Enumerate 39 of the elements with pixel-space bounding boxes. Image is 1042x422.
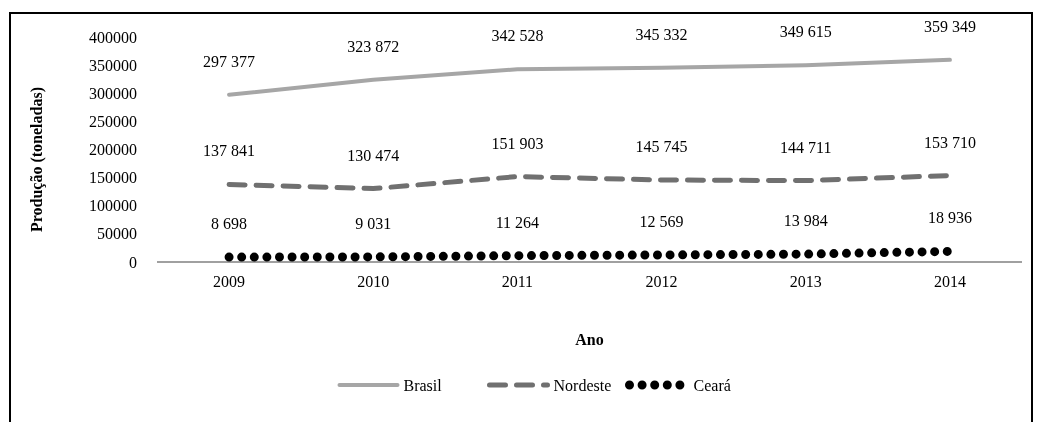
data-label: 13 984 [783, 212, 828, 230]
data-label: 130 474 [347, 146, 400, 164]
data-label: 11 264 [495, 213, 540, 231]
y-tick-label: 250000 [89, 112, 137, 130]
y-tick-label: 150000 [89, 169, 137, 187]
y-tick-label: 400000 [89, 28, 137, 46]
data-label: 342 528 [491, 27, 544, 45]
legend-label: Brasil [403, 376, 443, 394]
y-tick-label: 200000 [89, 141, 137, 159]
x-tick-label: 2013 [789, 273, 822, 290]
y-tick-label: 100000 [89, 197, 137, 215]
y-axis-title: Produção (toneladas) [28, 86, 46, 233]
y-tick-label: 50000 [97, 225, 137, 243]
x-tick-label: 2011 [501, 273, 534, 290]
legend-label: Nordeste [553, 376, 612, 394]
line-series [227, 57, 952, 97]
data-label: 345 332 [635, 25, 688, 43]
data-label: 18 936 [927, 209, 972, 227]
data-label: 297 377 [203, 52, 256, 70]
x-axis-title: Ano [575, 331, 604, 348]
data-label: 153 710 [923, 133, 976, 151]
data-label: 359 349 [923, 17, 976, 35]
y-tick-label: 0 [129, 253, 137, 271]
legend-label: Ceará [693, 376, 731, 394]
data-label: 144 711 [780, 138, 832, 156]
x-tick-label: 2009 [213, 273, 246, 290]
data-label: 151 903 [491, 134, 544, 152]
x-tick-label: 2012 [645, 273, 678, 290]
data-label: 9 031 [355, 214, 392, 232]
data-label: 323 872 [347, 37, 400, 55]
data-label: 137 841 [203, 142, 256, 160]
data-label: 145 745 [635, 138, 688, 156]
y-tick-label: 300000 [89, 84, 137, 102]
y-tick-label: 350000 [89, 56, 137, 74]
x-tick-label: 2010 [357, 273, 390, 290]
data-label: 349 615 [779, 23, 832, 41]
data-label: 12 569 [639, 212, 684, 230]
x-tick-label: 2014 [933, 273, 966, 290]
data-label: 8 698 [211, 215, 248, 233]
